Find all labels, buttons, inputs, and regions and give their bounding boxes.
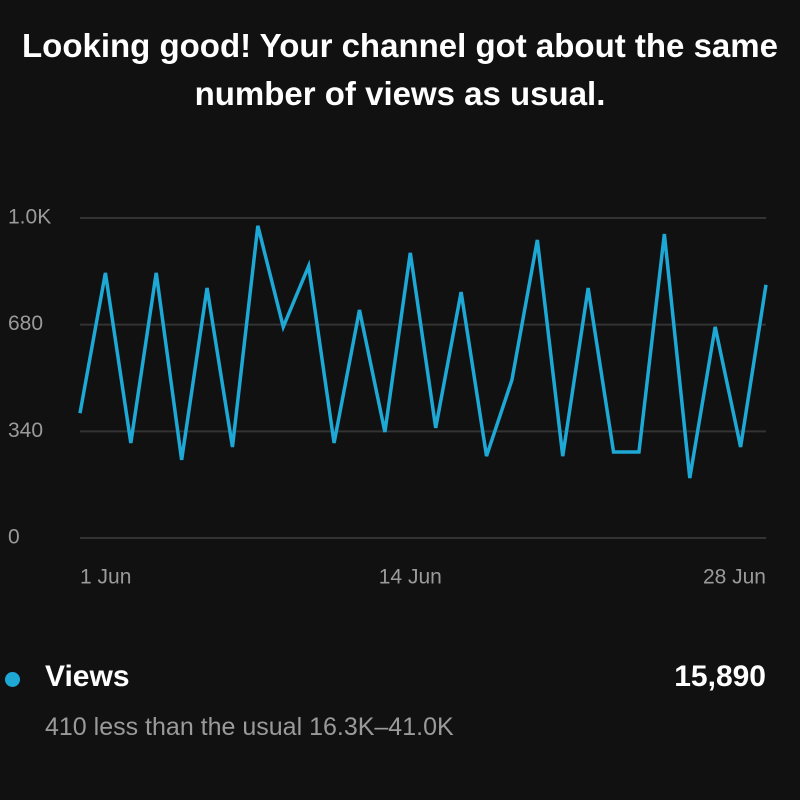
summary-text: 410 less than the usual 16.3K–41.0K	[45, 713, 454, 741]
y-tick-label: 680	[8, 312, 43, 335]
x-tick-label: 1 Jun	[80, 566, 131, 589]
legend-marker	[5, 672, 20, 687]
x-tick-label: 28 Jun	[703, 566, 766, 589]
headline: Looking good! Your channel got about the…	[22, 27, 778, 112]
y-tick-label: 1.0K	[8, 206, 51, 229]
x-tick-label: 14 Jun	[379, 566, 442, 589]
total-value: 15,890	[674, 660, 766, 693]
series-line	[78, 225, 768, 479]
legend-label: Views	[45, 660, 130, 693]
y-tick-label: 0	[8, 526, 20, 549]
y-tick-label: 340	[8, 419, 43, 442]
